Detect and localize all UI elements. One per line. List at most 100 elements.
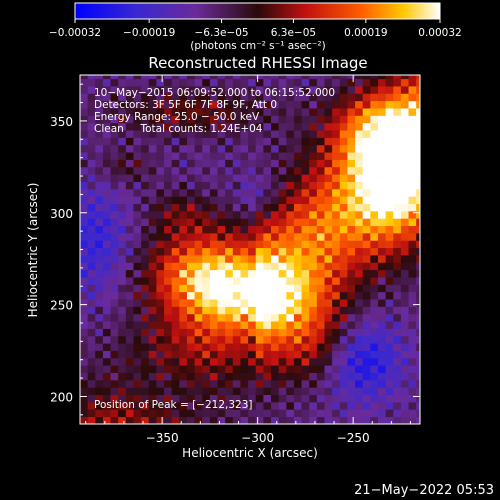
heatmap-cell (125, 232, 134, 241)
heatmap-cell (385, 78, 394, 87)
heatmap-cell (255, 137, 264, 146)
colorbar-tick-label: −0.00019 (123, 27, 175, 39)
heatmap-cell (118, 401, 127, 410)
heatmap-cell (286, 335, 295, 344)
heatmap-cell (194, 181, 203, 190)
heatmap-cell (141, 335, 150, 344)
heatmap-cell (95, 284, 104, 293)
heatmap-cell (148, 306, 157, 315)
heatmap-cell (316, 75, 325, 80)
heatmap-cell (240, 372, 249, 381)
heatmap-cell (248, 277, 257, 285)
heatmap-cell (263, 86, 272, 94)
heatmap-cell (400, 247, 409, 256)
heatmap-cell (286, 313, 295, 322)
heatmap-cell (102, 262, 111, 271)
heatmap-cell (339, 313, 348, 322)
heatmap-cell (186, 299, 196, 307)
heatmap-cell (370, 299, 379, 307)
heatmap-cell (316, 269, 325, 278)
heatmap-cell (309, 284, 318, 293)
colorbar-tick-label: −0.00032 (49, 27, 101, 39)
heatmap-cell (408, 108, 417, 116)
heatmap-cell (271, 225, 280, 234)
heatmap-cell (217, 401, 226, 410)
heatmap-cell (133, 218, 142, 227)
heatmap-cell (301, 115, 310, 124)
heatmap-cell (332, 225, 341, 234)
heatmap-cell (217, 269, 226, 278)
heatmap-cell (271, 343, 280, 351)
heatmap-cell (141, 321, 150, 329)
heatmap-cell (332, 210, 341, 219)
heatmap-cell (118, 93, 127, 102)
heatmap-cell (400, 240, 409, 249)
heatmap-cell (118, 262, 127, 271)
heatmap-cell (164, 196, 173, 204)
annotation-energy-range: Energy Range: 25.0 − 50.0 keV (94, 111, 260, 123)
heatmap-cell (263, 196, 272, 204)
heatmap-cell (209, 416, 218, 425)
colorbar-ticks (74, 19, 441, 23)
heatmap-cell (370, 365, 379, 373)
heatmap-cell (225, 269, 234, 278)
heatmap-cell (339, 299, 348, 307)
heatmap-cell (316, 335, 325, 344)
heatmap-cell (87, 152, 96, 160)
heatmap-cell (232, 372, 241, 381)
heatmap-cell (362, 166, 371, 175)
heatmap-cell (80, 93, 89, 102)
heatmap-cell (263, 203, 272, 212)
heatmap-cell (370, 122, 379, 131)
heatmap-cell (293, 255, 302, 263)
heatmap-cell (141, 130, 150, 138)
heatmap-cell (133, 100, 142, 109)
heatmap-cell (133, 416, 142, 425)
heatmap-cell (202, 225, 211, 234)
heatmap-cell (278, 225, 287, 234)
heatmap-cell (339, 416, 348, 425)
heatmap-cell (385, 122, 394, 131)
heatmap-cell (148, 86, 157, 94)
heatmap-cell (301, 188, 310, 197)
heatmap-cell (385, 108, 394, 116)
heatmap-cell (278, 210, 287, 219)
heatmap-cell (255, 328, 264, 337)
heatmap-cell (186, 277, 196, 285)
heatmap-cell (309, 232, 318, 241)
heatmap-cell (110, 343, 119, 351)
heatmap-cell (370, 174, 379, 182)
heatmap-cell (217, 343, 226, 351)
heatmap-cell (179, 100, 188, 109)
heatmap-cell (332, 269, 341, 278)
heatmap-cell (309, 357, 318, 366)
heatmap-cell (255, 210, 264, 219)
heatmap-cell (171, 313, 180, 322)
heatmap-cell (301, 394, 310, 403)
heatmap-cell (225, 306, 234, 315)
heatmap-cell (347, 394, 356, 403)
heatmap-cell (141, 357, 150, 366)
heatmap-cell (217, 277, 226, 285)
heatmap-cell (240, 379, 249, 388)
heatmap-cell (316, 350, 325, 359)
heatmap-cell (271, 291, 280, 300)
heatmap-cell (171, 196, 180, 204)
heatmap-cell (301, 372, 310, 381)
heatmap-cell (278, 299, 287, 307)
heatmap-cell (286, 122, 295, 131)
heatmap-cell (232, 130, 241, 138)
heatmap-cell (102, 269, 111, 278)
heatmap-cell (225, 299, 234, 307)
heatmap-cell (377, 401, 387, 410)
heatmap-cell (347, 299, 356, 307)
heatmap-cell (80, 218, 89, 227)
heatmap-cell (263, 115, 272, 124)
heatmap-cell (209, 137, 218, 146)
heatmap-cell (248, 247, 257, 256)
heatmap-cell (133, 284, 142, 293)
heatmap-cell (133, 174, 142, 182)
heatmap-cell (316, 321, 325, 329)
heatmap-cell (355, 144, 364, 153)
heatmap-cell (377, 174, 387, 182)
